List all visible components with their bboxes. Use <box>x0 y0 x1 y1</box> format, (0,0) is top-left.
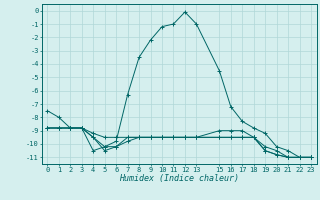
X-axis label: Humidex (Indice chaleur): Humidex (Indice chaleur) <box>119 174 239 183</box>
